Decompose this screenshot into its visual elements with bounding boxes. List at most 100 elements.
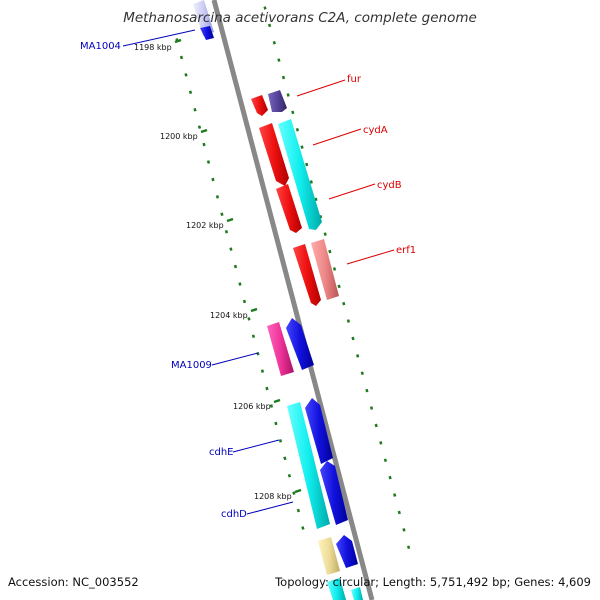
genome-backbone [211, 0, 375, 600]
gene-label-erf1[interactable]: erf1 [396, 245, 416, 256]
inner-tick-1 [179, 55, 184, 60]
outer-tick-1 [267, 23, 272, 28]
inner-tick-20 [265, 386, 269, 391]
outer-tick-18 [346, 319, 351, 323]
gene-MA1009[interactable] [267, 322, 294, 376]
inner-tick-16 [247, 317, 251, 321]
gene-label-MA1009[interactable]: MA1009 [171, 360, 212, 371]
inner-tick-28 [301, 526, 305, 530]
tick-label-1200: 1200 kbp [160, 132, 198, 141]
outer-tick-20 [356, 354, 360, 358]
tick-label-1198: 1198 kbp [134, 43, 172, 52]
inner-tick-26 [292, 491, 296, 495]
outer-tick-29 [397, 510, 401, 515]
gene-fur[interactable] [251, 95, 268, 116]
outer-tick-8 [300, 145, 304, 149]
gene-cyan-bottom-1[interactable] [327, 578, 346, 600]
outer-tick-14 [328, 249, 332, 254]
inner-tick-2 [184, 73, 188, 77]
gene-label-fur[interactable]: fur [347, 74, 362, 85]
outer-tick-24 [374, 423, 378, 428]
gene-cdhD[interactable] [318, 537, 340, 575]
outer-tick-0 [263, 6, 267, 10]
inner-tick-8 [211, 177, 215, 182]
outer-tick-7 [295, 127, 300, 132]
gene-cyan-1[interactable] [278, 119, 322, 230]
outer-tick-22 [365, 388, 369, 393]
gene-labels: MA1004 fur cydA cydB erf1 MA1009 cdhE cd… [80, 41, 416, 520]
inner-tick-6 [202, 142, 206, 147]
gene-label-cydB[interactable]: cydB [377, 180, 402, 191]
gene-cydB[interactable] [276, 184, 302, 233]
tick-label-1208: 1208 kbp [254, 492, 292, 501]
outer-tick-28 [393, 493, 397, 497]
gene-salmon[interactable] [311, 239, 339, 300]
gene-navy-arrow[interactable] [268, 90, 287, 112]
outer-tick-11 [314, 197, 318, 202]
tick-labels: 1198 kbp 1200 kbp 1202 kbp 1204 kbp 1206… [134, 43, 292, 501]
outer-tick-5 [286, 93, 290, 97]
outer-tick-16 [337, 284, 341, 289]
gene-blue-3[interactable] [320, 461, 348, 525]
gene-cydA[interactable] [259, 123, 289, 186]
gene-cdhE[interactable] [287, 402, 330, 529]
map-title: Methanosarcina acetivorans C2A, complete… [123, 10, 477, 26]
outer-tick-6 [291, 110, 295, 115]
outer-tick-17 [342, 301, 346, 306]
inner-tick-4 [193, 107, 197, 112]
outer-tick-13 [323, 232, 327, 236]
outer-tick-marks [263, 6, 411, 550]
inner-tick-3 [188, 90, 193, 95]
outer-tick-19 [351, 336, 355, 341]
gene-MA1004-arrow[interactable] [200, 26, 214, 40]
outer-tick-10 [309, 180, 313, 184]
outer-tick-26 [383, 458, 388, 463]
outer-tick-25 [379, 441, 383, 445]
outer-tick-31 [406, 545, 411, 550]
outer-tick-2 [272, 40, 276, 45]
tick-label-1206: 1206 kbp [233, 402, 271, 411]
genome-stats-text: Topology: circular; Length: 5,751,492 bp… [274, 575, 591, 589]
gene-erf1[interactable] [293, 244, 321, 306]
inner-tick-27 [296, 508, 301, 513]
inner-tick-23 [278, 439, 283, 443]
inner-tick-12 [229, 247, 233, 251]
inner-tick-13 [233, 264, 238, 269]
inner-tick-22 [274, 421, 278, 426]
tick-label-1204: 1204 kbp [210, 311, 248, 320]
inner-tick-14 [238, 282, 242, 286]
gene-blue-2[interactable] [305, 398, 333, 464]
outer-tick-9 [305, 162, 309, 167]
gene-cyan-bottom-2[interactable] [351, 587, 363, 600]
outer-tick-4 [281, 75, 286, 80]
gene-blue-1[interactable] [286, 318, 314, 370]
gene-label-cydA[interactable]: cydA [363, 125, 388, 136]
major-ticks [174, 38, 302, 494]
inner-tick-25 [287, 473, 292, 478]
inner-tick-11 [224, 230, 229, 234]
leader-lines [122, 29, 395, 515]
inner-tick-15 [242, 299, 247, 304]
inner-tick-10 [220, 212, 224, 216]
outer-tick-23 [369, 406, 374, 410]
inner-tick-9 [215, 195, 220, 199]
outer-tick-27 [388, 475, 392, 480]
gene-features [193, 0, 363, 600]
outer-tick-21 [360, 371, 364, 376]
inner-tick-7 [206, 160, 211, 164]
gene-label-MA1004[interactable]: MA1004 [80, 41, 121, 52]
inner-tick-21 [269, 404, 274, 408]
inner-tick-19 [260, 369, 265, 373]
tick-label-1202: 1202 kbp [186, 221, 224, 230]
gene-label-cdhE[interactable]: cdhE [209, 447, 234, 458]
outer-tick-3 [277, 58, 281, 62]
gene-blue-4[interactable] [336, 535, 358, 568]
inner-tick-marks [175, 38, 305, 530]
outer-tick-12 [318, 214, 323, 219]
inner-tick-24 [283, 456, 287, 461]
gene-label-cdhD[interactable]: cdhD [221, 509, 247, 520]
accession-text: Accession: NC_003552 [8, 575, 139, 589]
outer-tick-30 [402, 528, 406, 532]
inner-tick-5 [197, 125, 202, 129]
